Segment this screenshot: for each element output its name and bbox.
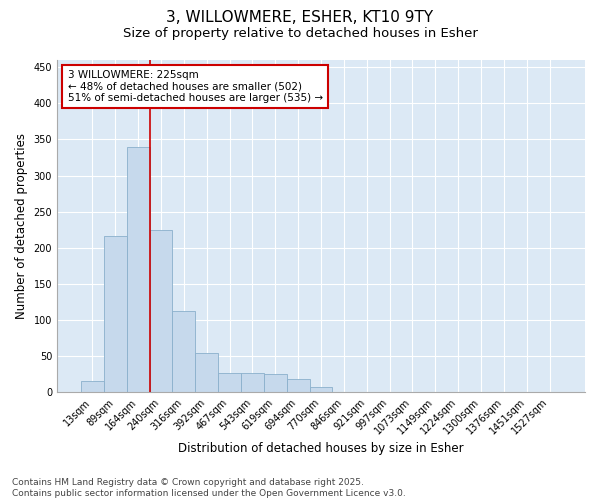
Text: Contains HM Land Registry data © Crown copyright and database right 2025.
Contai: Contains HM Land Registry data © Crown c…	[12, 478, 406, 498]
Bar	[81, 382, 104, 392]
Bar	[127, 148, 149, 392]
Bar	[310, 387, 332, 392]
Bar	[104, 236, 127, 392]
Text: Size of property relative to detached houses in Esher: Size of property relative to detached ho…	[122, 28, 478, 40]
Bar	[172, 310, 196, 392]
Bar	[264, 374, 287, 392]
Y-axis label: Number of detached properties: Number of detached properties	[15, 133, 28, 319]
Bar	[196, 353, 218, 393]
Bar	[149, 230, 172, 392]
X-axis label: Distribution of detached houses by size in Esher: Distribution of detached houses by size …	[178, 442, 464, 455]
Bar	[241, 374, 264, 392]
Bar	[218, 372, 241, 392]
Text: 3 WILLOWMERE: 225sqm
← 48% of detached houses are smaller (502)
51% of semi-deta: 3 WILLOWMERE: 225sqm ← 48% of detached h…	[68, 70, 323, 103]
Bar	[287, 378, 310, 392]
Text: 3, WILLOWMERE, ESHER, KT10 9TY: 3, WILLOWMERE, ESHER, KT10 9TY	[166, 10, 434, 25]
